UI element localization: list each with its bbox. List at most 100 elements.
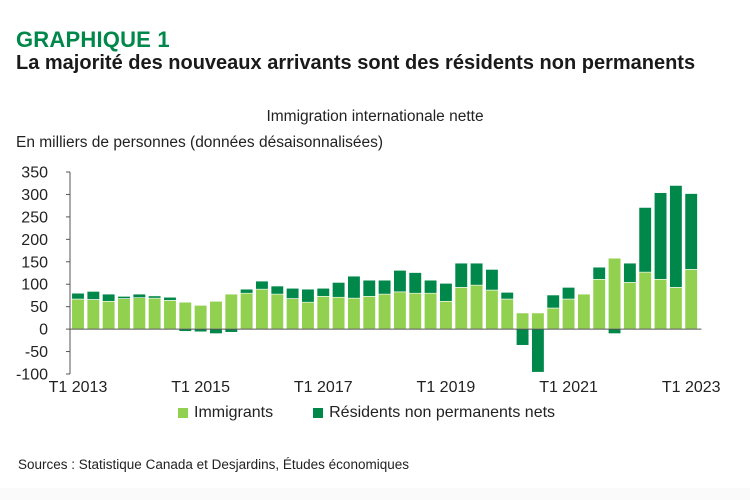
bar-immigrants bbox=[132, 297, 146, 330]
bar-immigrants bbox=[546, 307, 560, 330]
bar-npr bbox=[255, 280, 269, 290]
y-axis-label: En milliers de personnes (données désais… bbox=[16, 134, 384, 151]
bar-immigrants bbox=[378, 293, 392, 330]
bar-npr bbox=[546, 294, 560, 309]
bar-npr bbox=[424, 279, 438, 294]
bar-npr bbox=[86, 291, 100, 300]
bar-immigrants bbox=[86, 299, 100, 330]
legend-label-immigrants: Immigrants bbox=[194, 404, 274, 421]
bar-npr bbox=[378, 279, 392, 295]
bar-immigrants bbox=[577, 293, 591, 330]
bar-immigrants bbox=[270, 293, 284, 330]
bar-npr bbox=[301, 288, 315, 303]
y-tick-label: -50 bbox=[25, 344, 48, 361]
y-tick-label: 100 bbox=[21, 277, 48, 294]
bar-npr bbox=[623, 262, 637, 283]
bar-immigrants bbox=[148, 297, 162, 330]
bar-immigrants bbox=[684, 269, 698, 330]
y-tick-label: 250 bbox=[21, 209, 48, 226]
bar-npr bbox=[607, 328, 622, 334]
x-tick-label: T1 2017 bbox=[294, 379, 353, 396]
x-tick-label: T1 2023 bbox=[662, 379, 721, 396]
bar-immigrants bbox=[470, 284, 484, 330]
bar-npr bbox=[332, 282, 346, 298]
bar-immigrants bbox=[194, 305, 208, 330]
bar-npr bbox=[102, 293, 116, 302]
legend: Immigrants Résidents non permanents nets bbox=[178, 404, 555, 422]
bar-npr bbox=[117, 296, 131, 299]
bar-immigrants bbox=[102, 300, 116, 330]
chart-headline: La majorité des nouveaux arrivants sont … bbox=[16, 52, 696, 74]
bar-immigrants bbox=[500, 298, 514, 330]
bar-npr bbox=[393, 270, 407, 293]
bar-immigrants bbox=[178, 301, 192, 330]
bar-npr bbox=[132, 293, 146, 298]
bar-immigrants bbox=[224, 293, 238, 330]
source-note: Sources : Statistique Canada et Desjardi… bbox=[18, 457, 409, 472]
bar-npr bbox=[408, 272, 422, 294]
bar-npr bbox=[163, 296, 177, 301]
legend-label-npr: Résidents non permanents nets bbox=[329, 404, 556, 421]
bar-npr bbox=[684, 193, 698, 270]
bar-npr bbox=[500, 292, 514, 300]
bar-npr bbox=[209, 328, 223, 334]
bar-npr bbox=[470, 262, 484, 286]
chart-title: Immigration internationale nette bbox=[266, 108, 484, 125]
bar-npr bbox=[316, 287, 330, 297]
bar-immigrants bbox=[286, 298, 300, 330]
bar-immigrants bbox=[439, 300, 453, 330]
bar-npr bbox=[454, 262, 468, 288]
bar-immigrants bbox=[408, 292, 422, 330]
y-tick-label: -100 bbox=[16, 367, 48, 384]
chart-kicker: GRAPHIQUE 1 bbox=[16, 27, 170, 52]
x-tick-label: T1 2015 bbox=[171, 379, 230, 396]
bar-immigrants bbox=[332, 296, 346, 330]
footer-band bbox=[0, 488, 750, 500]
bar-immigrants bbox=[424, 292, 438, 330]
bars-layer bbox=[71, 185, 698, 373]
bar-immigrants bbox=[592, 278, 606, 330]
bar-npr bbox=[240, 288, 254, 294]
bar-npr bbox=[516, 328, 530, 346]
bar-npr bbox=[485, 269, 499, 291]
bar-npr bbox=[270, 285, 284, 295]
bar-npr bbox=[669, 185, 683, 288]
bar-npr bbox=[71, 292, 85, 300]
legend-item-npr: Résidents non permanents nets bbox=[313, 404, 555, 422]
legend-item-immigrants: Immigrants bbox=[178, 404, 273, 422]
bar-immigrants bbox=[607, 257, 622, 330]
bar-immigrants bbox=[531, 312, 545, 330]
bar-immigrants bbox=[516, 312, 530, 330]
bar-immigrants bbox=[562, 298, 576, 330]
x-tick-label: T1 2021 bbox=[539, 379, 598, 396]
bar-npr bbox=[562, 287, 576, 300]
bar-immigrants bbox=[485, 289, 499, 330]
y-tick-label: 0 bbox=[39, 322, 48, 339]
x-tick-label: T1 2019 bbox=[417, 379, 476, 396]
bar-npr bbox=[362, 279, 376, 297]
legend-swatch-immigrants bbox=[178, 408, 188, 418]
bar-immigrants bbox=[638, 271, 652, 330]
bar-immigrants bbox=[117, 298, 131, 330]
bar-npr bbox=[439, 283, 453, 302]
bar-immigrants bbox=[240, 292, 254, 330]
bar-immigrants bbox=[209, 300, 223, 330]
bar-immigrants bbox=[347, 297, 361, 330]
bar-npr bbox=[592, 266, 606, 280]
bar-immigrants bbox=[255, 288, 269, 330]
y-tick-label: 50 bbox=[30, 299, 48, 316]
bar-npr bbox=[653, 192, 668, 280]
bar-immigrants bbox=[163, 300, 177, 330]
x-tick-label: T1 2013 bbox=[49, 379, 108, 396]
bar-immigrants bbox=[301, 301, 315, 330]
bar-immigrants bbox=[669, 287, 683, 330]
bar-immigrants bbox=[71, 298, 85, 330]
bar-immigrants bbox=[362, 296, 376, 330]
bar-immigrants bbox=[316, 296, 330, 330]
bar-npr bbox=[638, 207, 652, 273]
axes-layer: -100 -50 0 50 100 150 200 250 300 350 T1 2013 T1 20… bbox=[16, 165, 721, 397]
bar-npr bbox=[148, 295, 162, 299]
y-tick-label: 350 bbox=[21, 165, 48, 182]
bar-immigrants bbox=[653, 278, 668, 330]
bar-npr bbox=[286, 287, 300, 299]
